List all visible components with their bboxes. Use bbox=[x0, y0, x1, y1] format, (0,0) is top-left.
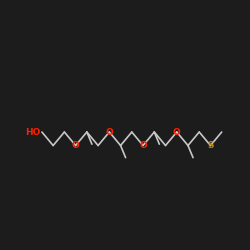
Text: HO: HO bbox=[26, 128, 41, 136]
Text: O: O bbox=[72, 141, 80, 150]
Text: S: S bbox=[207, 141, 214, 150]
Text: O: O bbox=[139, 141, 147, 150]
Text: O: O bbox=[106, 128, 113, 136]
Text: O: O bbox=[173, 128, 181, 136]
